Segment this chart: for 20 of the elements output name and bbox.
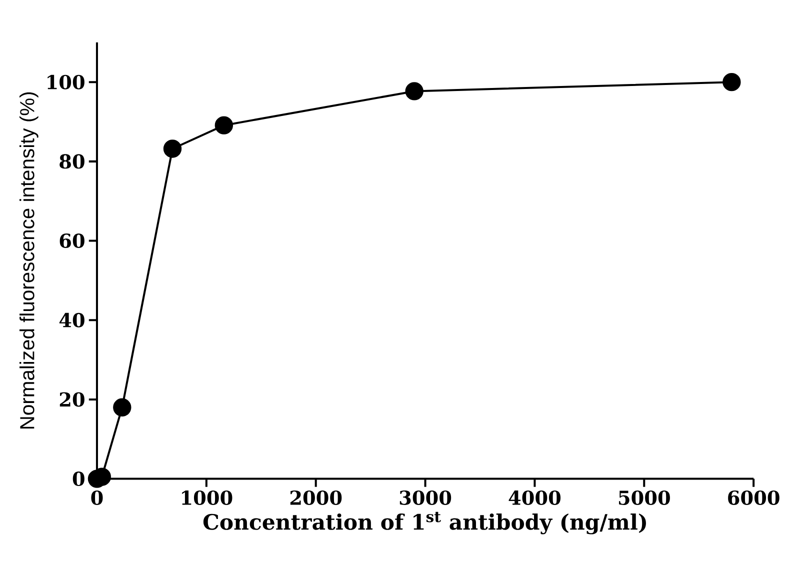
y-tick-label: 80 (60, 154, 84, 169)
point (405, 82, 424, 100)
x-tick-label: 5000 (618, 490, 670, 506)
point (163, 140, 182, 158)
y-tick-label: 60 (60, 234, 84, 248)
x-tick-label: 0 (91, 490, 103, 506)
y-tick-label: 40 (59, 313, 84, 328)
y-tick-label: 20 (60, 392, 84, 407)
point (722, 73, 741, 92)
y-tick-label: 100 (48, 75, 84, 90)
x-tick-label: 3000 (400, 490, 452, 506)
point (113, 398, 132, 417)
x-tick-label: 4000 (508, 490, 561, 506)
x-tick-label: 1000 (182, 490, 232, 506)
x-tick-label: 2000 (290, 490, 342, 506)
y-tick-label: 0 (72, 472, 84, 486)
point (214, 116, 234, 135)
y-axis-title: Normalized fluorescence intensity (%) (20, 92, 38, 429)
x-axis-title: Concentration of 1$^{st}$ antibody (ng/ml) (203, 512, 646, 534)
x-tick-label: 6000 (728, 490, 780, 506)
